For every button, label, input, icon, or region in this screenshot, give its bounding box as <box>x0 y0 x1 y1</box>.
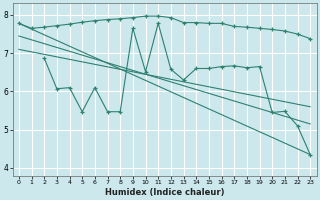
X-axis label: Humidex (Indice chaleur): Humidex (Indice chaleur) <box>105 188 224 197</box>
